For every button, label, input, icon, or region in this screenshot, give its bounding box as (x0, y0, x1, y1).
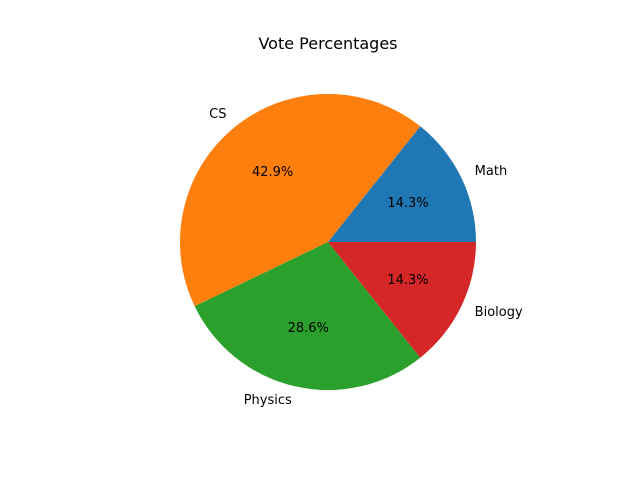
slice-percent-biology: 14.3% (387, 273, 428, 288)
slice-percent-cs: 42.9% (252, 165, 293, 180)
slice-percent-physics: 28.6% (288, 321, 329, 336)
pie-labels: Math 14.3% CS 42.9% Physics 28.6% Biology 14.3% (209, 107, 523, 408)
chart-title: Vote Percentages (258, 34, 397, 53)
pie-slices (179, 93, 476, 390)
pie-slice-cs (179, 93, 421, 307)
slice-label-biology: Biology (475, 305, 523, 320)
pie-slice-physics (194, 242, 421, 390)
slice-label-physics: Physics (244, 393, 292, 408)
slice-percent-math: 14.3% (387, 196, 428, 211)
pie-slice-math (328, 126, 476, 242)
slice-label-cs: CS (209, 107, 226, 122)
pie-slice-biology (328, 242, 476, 358)
slice-label-math: Math (475, 164, 508, 179)
